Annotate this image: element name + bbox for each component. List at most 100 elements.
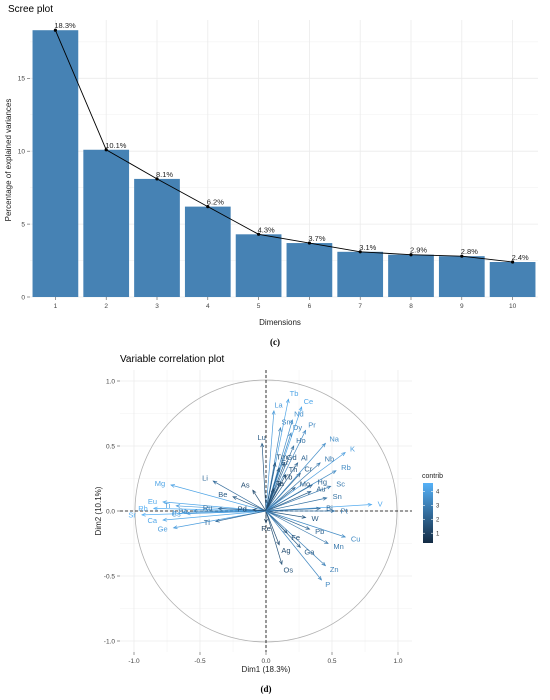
arrowhead-Ru [217,506,223,511]
corr-x-tick-label: -1.0 [128,658,140,665]
variable-label-Ge: Ge [158,524,168,533]
variable-label-Ag: Ag [281,546,290,555]
arrow-Bi [265,508,321,512]
arrow-W [265,510,306,518]
scree-point-10 [510,260,515,264]
arrowhead-Al [294,462,299,467]
variable-label-Ca: Ca [147,516,157,525]
variable-label-Pt: Pt [341,507,349,516]
arrow-Ga [265,510,301,548]
scree-bar-2 [83,149,130,297]
arrowhead-As [252,489,257,495]
arrow-La [265,410,275,512]
scree-x-tick-label: 7 [358,303,362,310]
scree-data-label-9: 2.8% [461,247,478,256]
arrow-Yb [265,482,281,512]
scree-x-tick-label: 10 [509,303,517,310]
arrowhead-Rh [152,506,158,511]
scree-x-tick-label: 9 [460,303,464,310]
variable-label-Be: Be [218,490,227,499]
arrow-Ag [265,510,280,545]
panel-label-c: (c) [270,337,280,347]
arrowhead-Re [264,518,268,524]
arrowhead-Ce [298,406,303,412]
arrowhead-W [301,515,307,519]
scree-x-tick-label: 1 [54,303,58,310]
arrowhead-Rb [331,470,337,475]
arrowhead-Bi [316,506,322,511]
scree-data-label-6: 3.7% [308,234,325,243]
arrowhead-Er [276,467,280,473]
scree-point-1 [53,28,58,32]
variable-label-Rh: Rh [138,504,148,513]
arrow-K [265,452,346,512]
arrow-Ta [265,488,275,512]
variable-label-Eu: Eu [148,497,157,506]
corr-y-tick-label: 0.0 [106,508,115,515]
arrowhead-V [367,502,373,507]
variable-label-Bi: Bi [326,504,333,513]
variable-label-Th: Th [289,465,298,474]
variable-label-Sm: Sm [282,417,293,426]
variable-label-W: W [312,514,320,523]
scree-point-5 [257,232,261,236]
arrow-Pd [252,509,267,512]
variable-label-Zn: Zn [330,565,339,574]
contrib-legend-tick-label: 1 [436,531,440,537]
arrowhead-Lu [260,442,265,448]
arrow-Sn [265,497,327,512]
arrowhead-Dy [288,432,292,438]
arrow-Nb [265,462,321,512]
variable-label-Ir: Ir [172,508,177,517]
arrowhead-Sr [141,512,146,517]
arrowhead-Tm [272,462,277,467]
variable-label-Sr: Sr [128,511,136,520]
variable-label-Hg: Hg [317,478,327,487]
arrowhead-Ir [181,510,187,515]
arrow-Ca [163,510,267,521]
scree-bar-5 [235,234,282,297]
variable-label-Cs: Cs [172,509,181,518]
variable-label-Tb: Tb [290,389,299,398]
variable-label-Al: Al [301,453,308,462]
scree-plot-x-axis-title: Dimensions [259,318,301,327]
variable-label-Nd: Nd [294,410,304,419]
scree-bar-10 [489,262,536,297]
arrowhead-Ga [296,543,301,549]
variable-label-Li: Li [202,474,208,483]
scree-point-2 [104,148,108,152]
scree-data-label-2: 10.1% [105,141,127,150]
contrib-legend-colorbar [423,483,433,543]
scree-bar-6 [286,243,333,297]
arrow-Ho [265,445,295,512]
arrowhead-P [317,575,323,581]
scree-plot-title: Scree plot [8,4,53,15]
arrow-Zn [265,510,326,566]
corr-y-tick-label: -1.0 [104,638,116,645]
scree-x-tick-label: 2 [104,303,108,310]
scree-plot: Scree plot 18.3% 10.1% 8.1% 6.2% 4.3% 3.7% 3.1… [4,4,538,347]
arrow-Sc [265,485,331,512]
variable-label-Os: Os [284,566,294,575]
variable-label-Mn: Mn [333,542,343,551]
scree-bar-9 [438,256,485,297]
variable-label-La: La [274,400,283,409]
variable-label-Rb: Rb [341,463,351,472]
scree-data-label-8: 2.9% [410,246,427,255]
variable-label-V: V [378,500,383,509]
scree-point-3 [155,177,159,181]
scree-plot-data-labels: 18.3% 10.1% 8.1% 6.2% 4.3% 3.7% 3.1% 2.9% 2.8% 2.… [54,21,529,262]
arrowhead-Ca [162,517,167,522]
arrowhead-Gd [281,462,285,467]
panel-label-d: (d) [261,684,272,694]
corr-x-tick-label: -0.5 [194,658,206,665]
contrib-legend-tick-label: 3 [436,504,440,510]
variable-label-Ru: Ru [203,504,213,513]
variable-label-Tl: Tl [204,518,211,527]
scree-point-7 [358,250,362,254]
scree-point-6 [307,241,311,245]
arrowhead-Ag [276,540,280,546]
arrowhead-Ti [175,504,181,508]
arrowhead-Ho [290,445,295,451]
